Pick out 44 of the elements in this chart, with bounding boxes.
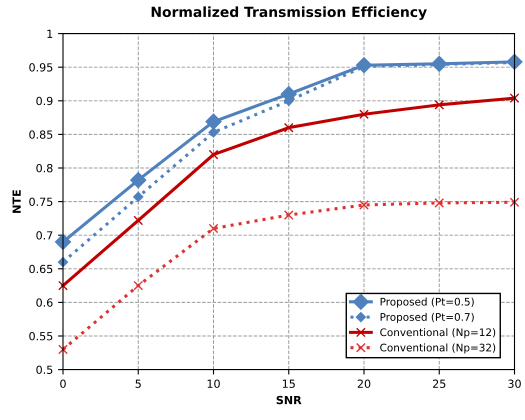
point	[510, 197, 520, 208]
x-tick-label: 0	[60, 380, 66, 388]
y-tick-label: 1	[47, 30, 52, 38]
point	[434, 100, 444, 110]
point	[133, 216, 144, 226]
point	[434, 198, 444, 208]
point	[133, 192, 144, 202]
x-tick-label: 30	[508, 380, 521, 388]
x-tick-label: 10	[208, 380, 220, 388]
y-tick-label: 0.5	[36, 366, 52, 374]
point	[130, 172, 146, 188]
y-tick-label: 0.95	[29, 63, 52, 72]
point	[284, 210, 294, 220]
y-axis-title: NTE	[12, 190, 21, 213]
point	[208, 150, 218, 160]
legend-label: Conventional (Np=12)	[380, 328, 496, 338]
y-tick-label: 0.85	[29, 130, 52, 139]
point	[58, 280, 68, 290]
y-tick-label: 0.9	[36, 96, 52, 106]
point	[510, 93, 520, 103]
point	[58, 344, 68, 354]
legend-label: Proposed (Pt=0.7)	[380, 312, 474, 323]
point	[208, 127, 219, 138]
y-tick-label: 0.55	[29, 332, 52, 340]
point	[284, 122, 294, 133]
x-tick-label: 5	[136, 380, 141, 388]
x-axis-title: SNR	[276, 396, 302, 404]
point	[359, 200, 369, 210]
x-tick-label: 15	[282, 380, 295, 388]
point	[133, 280, 144, 290]
x-tick-label: 25	[432, 380, 446, 388]
y-tick-label: 0.7	[36, 231, 52, 240]
point	[208, 224, 218, 234]
legend-label: Conventional (Np=32)	[380, 343, 496, 354]
point	[54, 234, 72, 250]
y-tick-label: 0.65	[29, 264, 52, 274]
y-tick-label: 0.8	[36, 164, 53, 172]
y-tick-label: 0.6	[36, 298, 53, 307]
point	[205, 114, 222, 130]
chart-title: Normalized Transmission Efficiency	[152, 6, 427, 20]
x-tick-label: 20	[358, 380, 370, 388]
y-tick-label: 0.75	[29, 198, 52, 206]
point	[359, 109, 369, 120]
legend-label: Proposed (Pt=0.5)	[380, 298, 474, 308]
